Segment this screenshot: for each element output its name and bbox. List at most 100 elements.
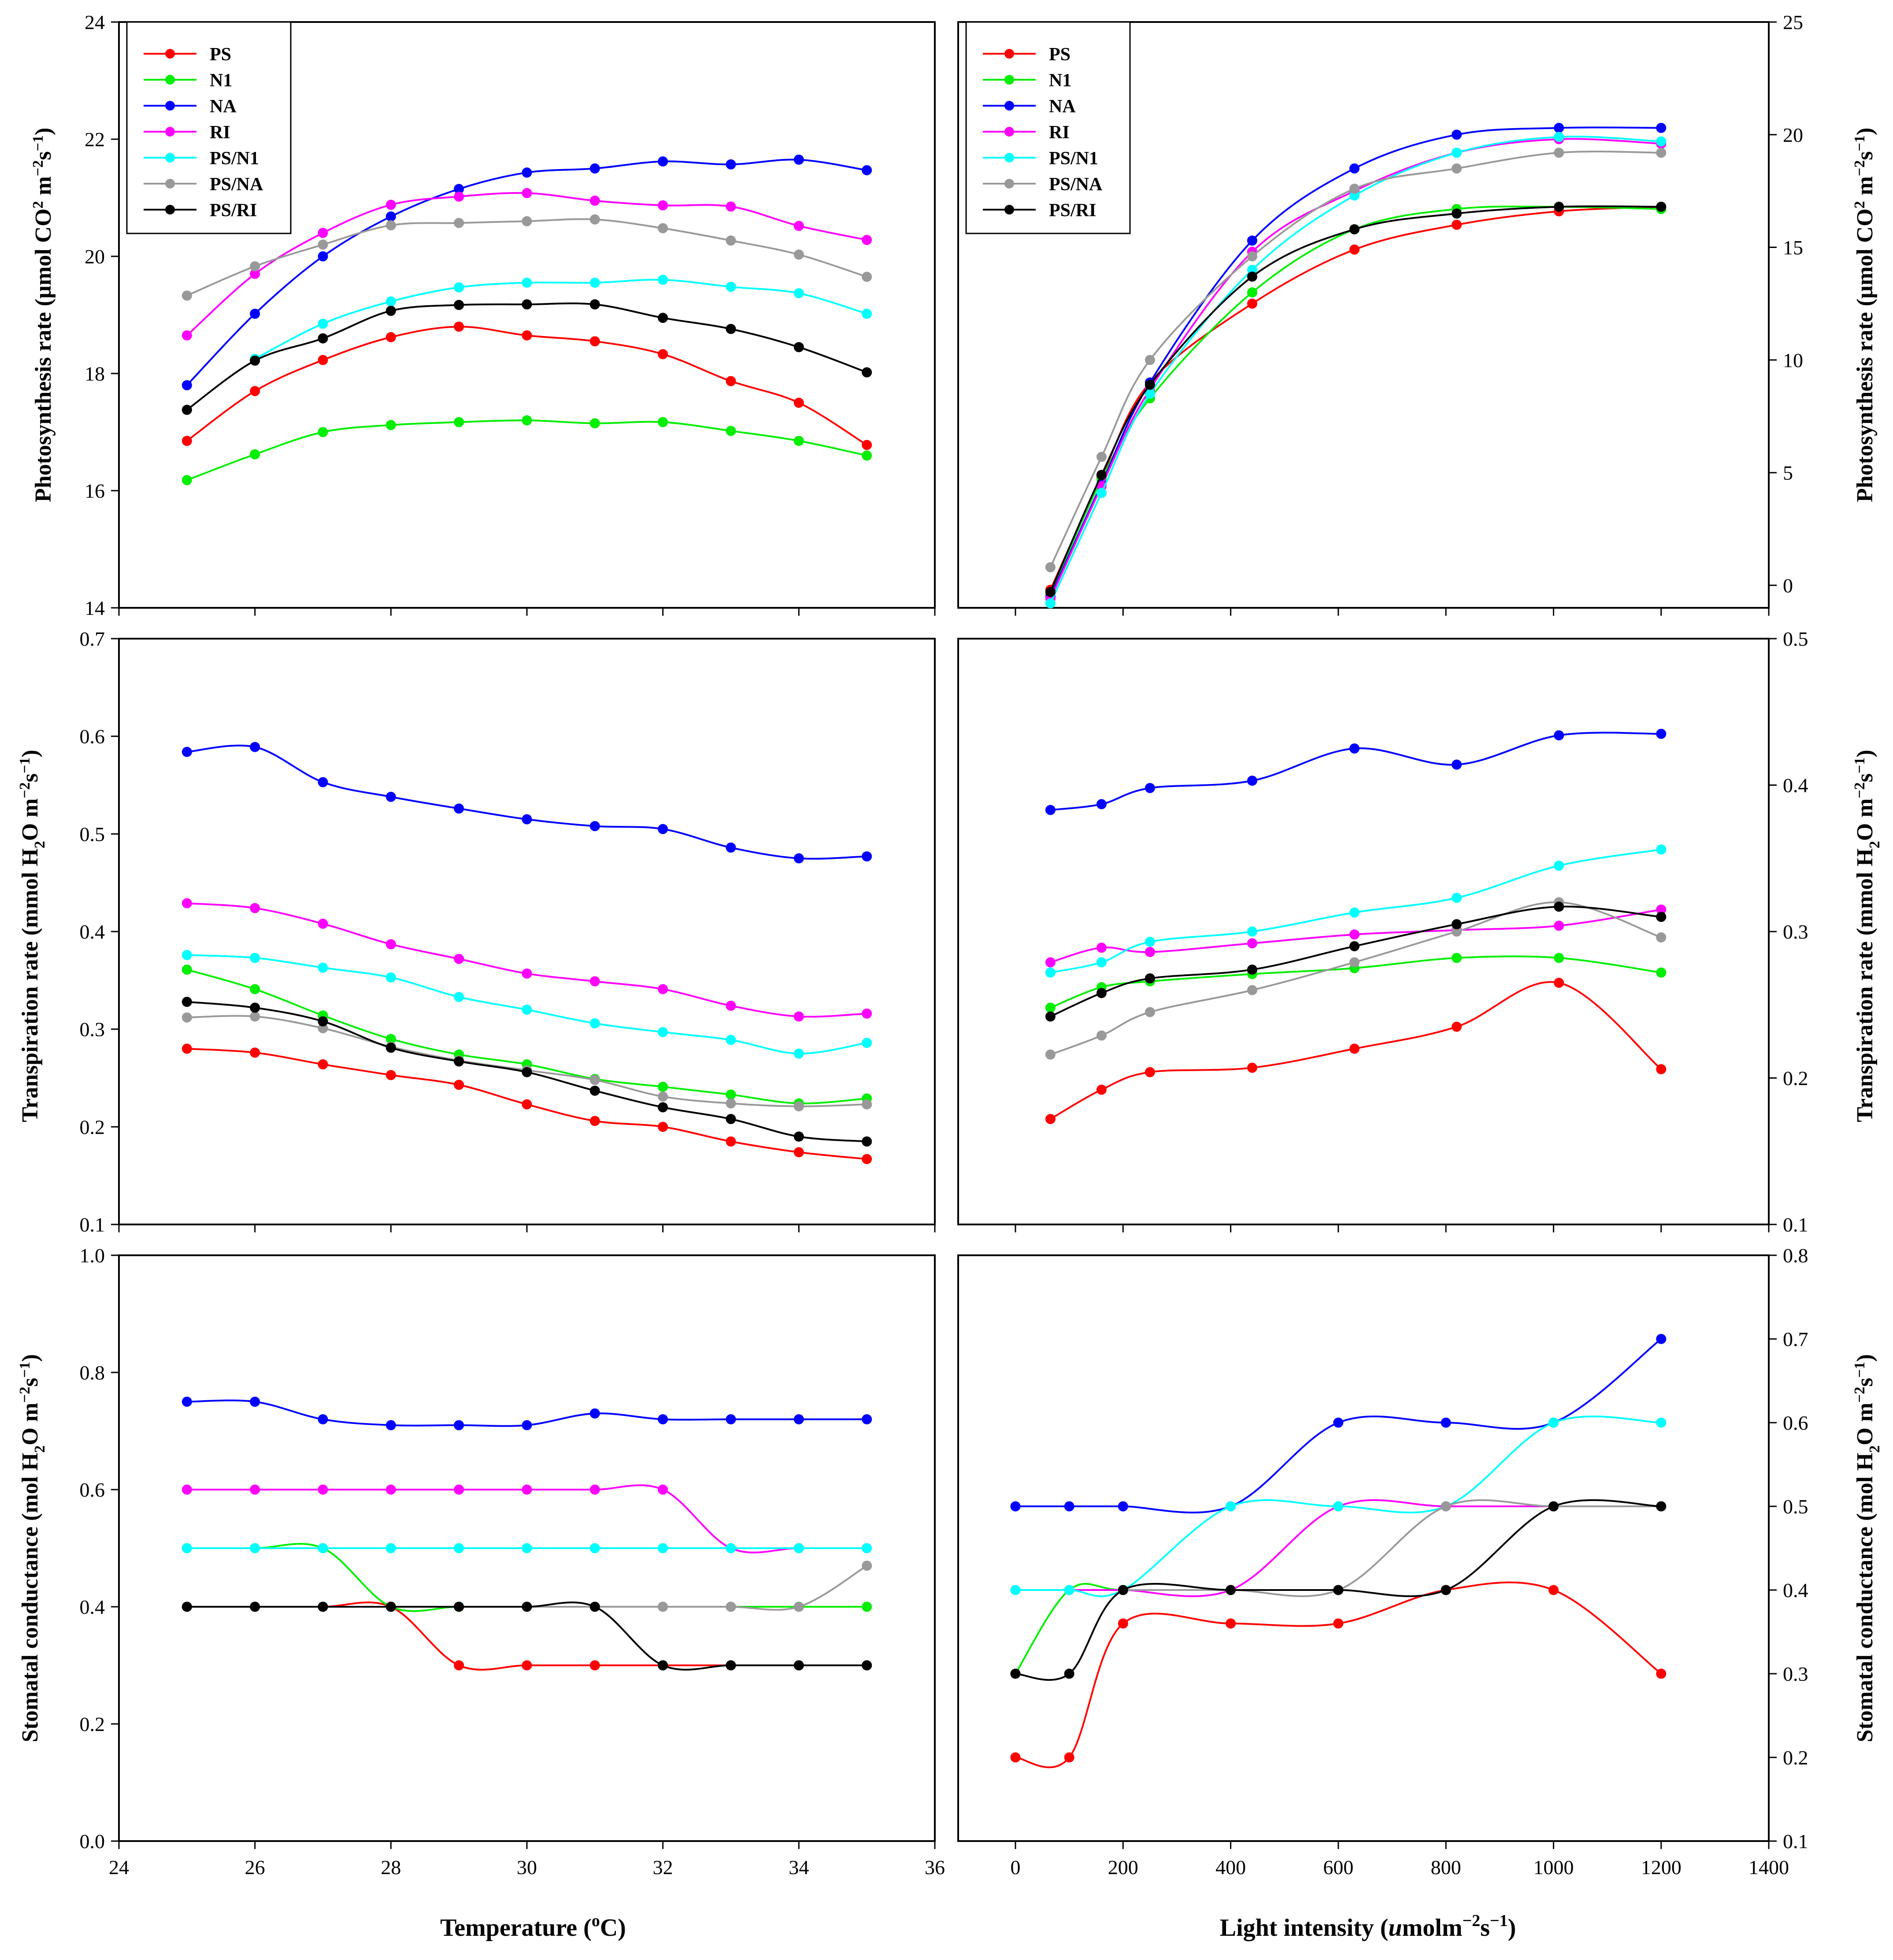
data-point-ps-na: [1656, 932, 1667, 943]
data-point-n1: [862, 450, 872, 461]
y-tick-label: 0.1: [80, 1213, 105, 1236]
y-tick-label: 10: [1783, 349, 1803, 371]
x-tick-label: 800: [1431, 1856, 1461, 1879]
data-point-ps: [522, 1660, 532, 1671]
data-point-ps: [522, 1099, 532, 1109]
panel-stomatal-temperature: 0.0 0.2 0.4 0.6 0.8 1.0 24 26 28 30 32 34 36: [80, 1244, 945, 1879]
data-point-ps-na: [862, 272, 872, 282]
legend-label: PS: [210, 44, 231, 65]
data-point-na: [793, 853, 804, 864]
data-point-ps-n1: [182, 950, 192, 960]
data-point-ps-n1: [1349, 907, 1360, 918]
data-point-na: [522, 1420, 532, 1431]
data-point-ri: [862, 235, 872, 245]
data-point-ps-n1: [658, 274, 668, 285]
legend-box: [126, 21, 292, 234]
series-line-n1: [186, 419, 867, 481]
data-point-ri: [726, 201, 736, 212]
y-tick-label: 0.4: [80, 921, 105, 943]
y-tick-label: 0.8: [80, 1361, 105, 1384]
data-point-ps-n1: [1247, 926, 1257, 937]
y-tick-label: 0.3: [1783, 1663, 1808, 1685]
data-point-ps-n1: [1096, 957, 1107, 968]
series-line-ps-ri: [1015, 1499, 1661, 1681]
data-point-na: [726, 1414, 736, 1424]
legend-swatch-marker: [165, 49, 175, 59]
data-point-ps-na: [658, 1601, 668, 1612]
data-point-ps-ri: [862, 1660, 872, 1671]
data-point-na: [182, 380, 192, 391]
x-tick-label: 1200: [1641, 1856, 1682, 1879]
data-point-na: [1349, 743, 1360, 754]
data-point-ps-ri: [1045, 587, 1056, 597]
data-point-ps-n1: [1226, 1501, 1236, 1512]
data-point-ps: [454, 1080, 464, 1090]
series-line-ps: [1049, 206, 1661, 590]
data-point-ps-ri: [793, 342, 804, 352]
y-title-photosynthesis-right: Photosynthesis rate (µmol CO2 m−2s−1): [1852, 128, 1878, 503]
data-point-ri: [522, 1484, 532, 1495]
data-point-na: [1452, 129, 1462, 140]
data-point-ps-na: [726, 1098, 736, 1109]
series-line-ps: [187, 1601, 867, 1671]
data-point-ps-ri: [589, 299, 600, 310]
data-point-ps-ri: [250, 1002, 260, 1013]
data-point-ps: [1145, 1067, 1155, 1077]
series-line-ps-n1: [1015, 1415, 1661, 1598]
data-point-ps: [522, 330, 532, 341]
data-point-ps-n1: [1554, 860, 1564, 871]
data-point-ps-ri: [250, 1601, 260, 1612]
y-tick-label: 0.4: [1783, 1579, 1808, 1601]
data-point-na: [1333, 1417, 1344, 1428]
y-tick-label: 0.7: [80, 628, 105, 650]
data-point-ps-ri: [1452, 208, 1462, 219]
legend-label: PS/N1: [1049, 148, 1098, 169]
data-point-ps-n1: [793, 288, 804, 299]
data-point-ps-n1: [1045, 967, 1056, 978]
panel-stomatal-light: 0.1 0.2 0.3 0.4 0.5 0.6 0.7 0.8 0 200 400 600 800 100…: [957, 1244, 1808, 1879]
data-point-ri: [385, 1484, 396, 1495]
data-point-ps: [1064, 1752, 1074, 1763]
data-point-ps-ri: [454, 1056, 464, 1067]
y-tick-label: 0.3: [80, 1018, 105, 1041]
data-point-ps-ri: [726, 1114, 736, 1124]
data-point-ps: [726, 1136, 736, 1147]
data-point-na: [1349, 163, 1360, 174]
data-point-n1: [1452, 953, 1462, 963]
data-point-ps: [385, 332, 396, 343]
data-point-ps: [589, 336, 600, 347]
x-tick-label: 36: [925, 1856, 945, 1879]
plot-frame: [118, 638, 936, 1225]
data-point-ps: [1247, 1062, 1257, 1073]
data-point-ps-n1: [454, 992, 464, 1002]
data-point-ps: [250, 1047, 260, 1058]
data-point-ps-n1: [589, 1018, 600, 1028]
data-point-na: [454, 803, 464, 814]
data-point-ps: [862, 440, 872, 450]
data-point-ps-ri: [1554, 901, 1564, 912]
data-point-ps: [454, 1660, 464, 1671]
y-title-transpiration-right: Transpiration rate (mmol H2O m−2s−1): [1852, 750, 1883, 1122]
data-point-ri: [522, 188, 532, 198]
data-point-ps-n1: [385, 972, 396, 983]
data-point-ps: [589, 1116, 600, 1126]
data-point-ps-ri: [522, 299, 532, 310]
data-point-ps: [1118, 1618, 1128, 1629]
data-point-ps-n1: [658, 1543, 668, 1553]
series-line-ps-na: [1049, 151, 1661, 568]
data-point-na: [1656, 729, 1667, 739]
data-point-ri: [589, 976, 600, 987]
data-point-ps-n1: [454, 1543, 464, 1553]
data-point-ri: [1349, 929, 1360, 940]
series-line-ri: [1049, 138, 1661, 599]
y-tick-label: 0.6: [1783, 1412, 1808, 1434]
data-point-ri: [318, 918, 328, 929]
data-point-ps-na: [522, 216, 532, 226]
data-point-ps-na: [1045, 562, 1056, 573]
series-line-n1: [186, 969, 867, 1105]
data-point-ps-na: [1247, 251, 1257, 262]
data-point-ps-na: [250, 1011, 260, 1022]
data-point-na: [862, 1414, 872, 1424]
legend-label: RI: [1049, 122, 1070, 143]
data-point-n1: [1247, 287, 1257, 298]
